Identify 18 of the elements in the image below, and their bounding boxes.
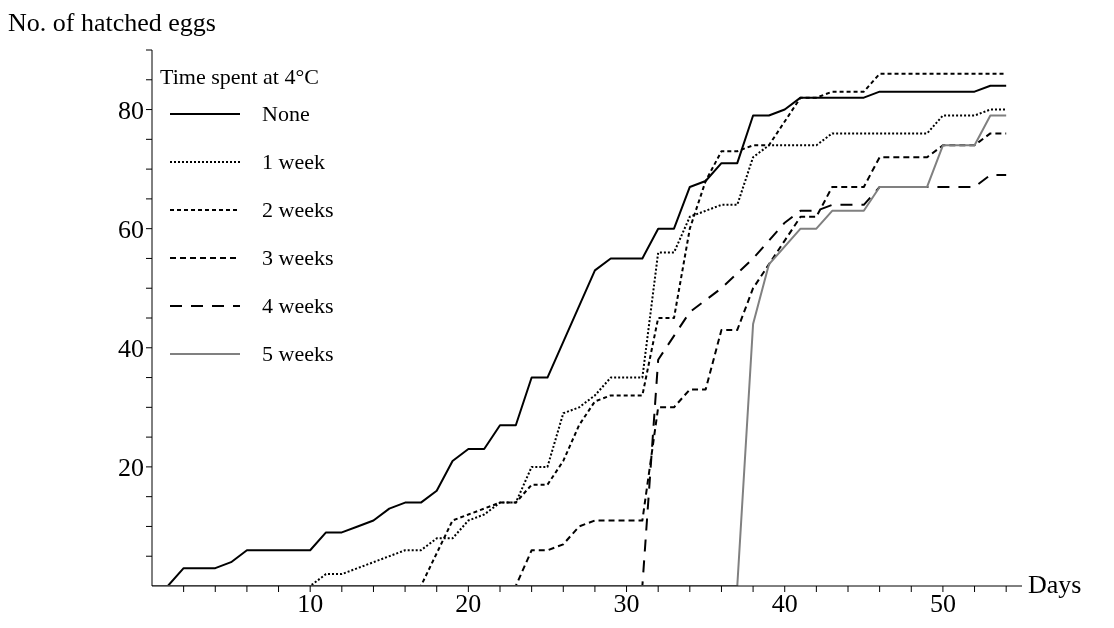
legend-label: 2 weeks	[262, 197, 334, 223]
x-tick-label: 50	[929, 589, 956, 619]
legend-label: 5 weeks	[262, 341, 334, 367]
legend-label: 3 weeks	[262, 245, 334, 271]
x-tick-label: 10	[297, 589, 324, 619]
legend-label: 1 week	[262, 149, 325, 175]
y-tick-label: 40	[118, 334, 144, 364]
legend-label: None	[262, 101, 310, 127]
x-tick-label: 20	[455, 589, 482, 619]
y-tick-label: 80	[118, 95, 144, 125]
legend-title: Time spent at 4°C	[160, 64, 320, 90]
y-axis-title: No. of hatched eggs	[8, 8, 216, 38]
x-axis-title: Days	[1028, 570, 1082, 600]
legend-label: 4 weeks	[262, 293, 334, 319]
x-tick-label: 30	[613, 589, 640, 619]
y-tick-label: 60	[118, 214, 144, 244]
y-tick-label: 20	[118, 453, 144, 483]
x-tick-label: 40	[771, 589, 798, 619]
